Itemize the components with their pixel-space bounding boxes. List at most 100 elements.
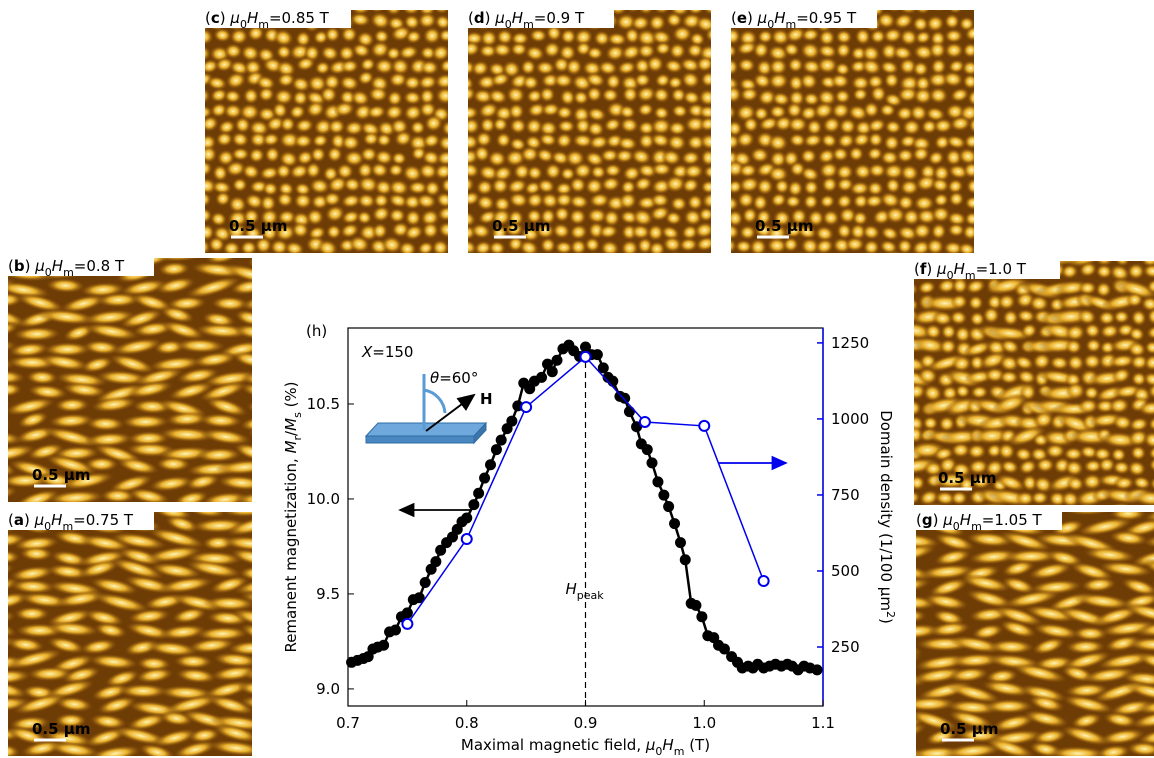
text-part: H	[512, 9, 523, 27]
domain	[409, 120, 426, 136]
domain	[492, 251, 509, 253]
domain	[109, 353, 156, 374]
domain	[119, 308, 164, 329]
domain	[388, 71, 408, 88]
data-point	[460, 533, 473, 546]
domain	[928, 86, 949, 105]
domain	[962, 224, 974, 241]
domain	[185, 473, 221, 491]
domain	[1084, 337, 1103, 354]
domain	[731, 58, 739, 76]
domain	[666, 133, 687, 152]
domain	[801, 256, 819, 271]
domain	[84, 431, 134, 448]
domain	[492, 42, 513, 58]
domain	[431, 44, 448, 62]
domain	[161, 320, 205, 340]
domain	[552, 72, 575, 89]
text-part: θ	[430, 369, 439, 387]
domain	[731, 120, 743, 137]
domain	[1137, 652, 1154, 671]
domain	[54, 712, 88, 728]
domain	[362, 131, 380, 147]
domain	[348, 235, 371, 253]
domain	[736, 40, 758, 56]
text-part: H	[566, 580, 577, 598]
domain	[520, 58, 537, 76]
domain	[916, 623, 942, 640]
domain	[914, 382, 927, 401]
domain	[731, 179, 743, 195]
domain	[968, 116, 974, 134]
domain	[695, 15, 711, 33]
domain	[487, 150, 507, 168]
domain	[491, 177, 510, 195]
domain	[1108, 397, 1131, 415]
domain	[1095, 263, 1114, 280]
domain	[559, 88, 576, 107]
domain	[155, 276, 196, 295]
domain	[844, 236, 866, 252]
domain	[630, 148, 652, 165]
domain	[898, 57, 918, 76]
domain	[947, 59, 966, 74]
domain	[755, 208, 772, 227]
domain	[1078, 261, 1098, 278]
domain	[883, 134, 901, 152]
domain	[860, 58, 882, 76]
text-part: Maximal magnetic field,	[461, 736, 646, 754]
domain	[1044, 443, 1066, 459]
domain	[584, 150, 605, 167]
domain	[757, 88, 777, 106]
domain	[964, 195, 974, 211]
domain	[678, 237, 699, 253]
domain	[767, 165, 790, 183]
domain	[948, 666, 990, 683]
domain	[1077, 308, 1097, 326]
text-part: M	[282, 440, 300, 453]
domain	[441, 119, 448, 138]
domain	[261, 132, 281, 147]
domain	[526, 88, 544, 104]
domain	[588, 192, 611, 208]
text-part: m	[63, 266, 74, 279]
domain	[249, 131, 268, 148]
domain	[279, 116, 296, 133]
domain	[649, 251, 670, 272]
domain	[116, 457, 160, 475]
domain	[914, 321, 934, 341]
domain	[126, 380, 174, 399]
domain	[119, 278, 169, 297]
data-point	[461, 512, 473, 524]
domain	[616, 60, 637, 76]
y-axis-label: Remanent magnetization, Mr/Ms (%)	[282, 381, 304, 652]
domain	[1048, 355, 1070, 371]
domain	[654, 41, 672, 56]
domain	[1076, 517, 1134, 537]
domain	[1148, 456, 1154, 473]
domain	[930, 222, 947, 241]
domain	[60, 471, 115, 491]
domain	[925, 237, 945, 253]
domain	[896, 194, 915, 211]
domain	[13, 606, 51, 622]
domain	[586, 106, 607, 122]
domain	[1002, 309, 1020, 327]
domain	[731, 223, 741, 240]
domain	[372, 192, 390, 209]
domain	[1143, 354, 1154, 372]
domain	[8, 397, 56, 416]
domain	[963, 133, 974, 150]
domain	[80, 356, 114, 374]
domain	[207, 236, 226, 253]
domain	[695, 55, 711, 73]
text-part: 0	[44, 520, 51, 533]
domain	[749, 147, 770, 164]
domain	[698, 207, 711, 222]
domain	[248, 426, 252, 443]
domain	[667, 75, 684, 90]
domain	[930, 177, 950, 193]
domain	[159, 624, 208, 640]
domain	[948, 191, 965, 207]
